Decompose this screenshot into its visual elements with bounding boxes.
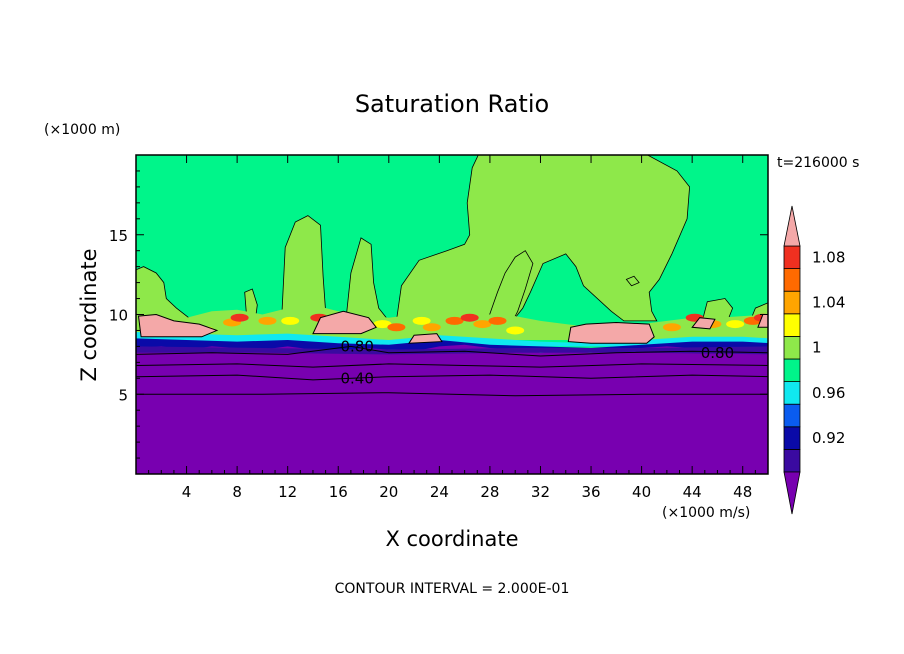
x-tick-label: 48 [733, 483, 752, 501]
colorbar-label: 0.96 [812, 384, 845, 402]
dry-region [136, 344, 768, 474]
colorbar-segment [783, 290, 801, 315]
x-axis-label: X coordinate [385, 527, 518, 551]
pink-core [757, 314, 768, 328]
chart-title: Saturation Ratio [355, 90, 549, 118]
supersaturation-patch [460, 313, 479, 322]
y-tick-label: 5 [118, 386, 128, 404]
pink-core [312, 310, 378, 335]
pink-core [408, 333, 443, 344]
contour-line [136, 363, 768, 368]
pink-core [567, 321, 655, 344]
colorbar-segment [783, 403, 801, 428]
x-tick-label: 4 [182, 483, 192, 501]
contour-line [136, 345, 768, 357]
contour-line [136, 374, 768, 381]
colorbar-over-arrow [783, 205, 801, 247]
colorbar-segment [783, 268, 801, 292]
supersaturation-patch [281, 316, 300, 325]
colorbar-label: 1 [812, 339, 822, 357]
colorbar-label: 1.08 [812, 248, 845, 266]
colorbar-label: 0.92 [812, 429, 845, 447]
y-axis-label: Z coordinate [77, 248, 101, 381]
contour-label: 0.80 [701, 344, 734, 362]
cloud-region [625, 275, 640, 287]
time-label: t=216000 s [777, 155, 859, 171]
x-tick-label: 32 [531, 483, 550, 501]
pink-core [137, 313, 219, 338]
supersaturation-patch [422, 323, 441, 332]
x-tick-label: 20 [379, 483, 398, 501]
colorbar-segment [783, 245, 801, 270]
x-tick-label: 24 [430, 483, 449, 501]
pink-core [691, 317, 716, 330]
y-tick-label: 15 [109, 227, 128, 245]
colorbar-under-arrow [783, 471, 801, 515]
cloud-region [395, 155, 691, 322]
x-unit-label: (×1000 m/s) [662, 505, 750, 521]
supersaturation-patch [506, 326, 525, 335]
supersaturation-patch [445, 316, 464, 325]
supersaturation-patch [726, 320, 745, 329]
colorbar-segment [783, 313, 801, 337]
plot-area: 0.80 0.80 0.40 [136, 155, 768, 474]
supersaturation-patch [387, 323, 406, 332]
contour-line [136, 392, 768, 397]
supersaturation-patch [662, 323, 681, 332]
supersaturation-patch [258, 316, 277, 325]
supersaturation-patch [412, 316, 431, 325]
colorbar-label: 1.04 [812, 294, 845, 312]
x-tick-label: 16 [329, 483, 348, 501]
contour-interval-footer: CONTOUR INTERVAL = 2.000E-01 [335, 581, 570, 597]
x-tick-label: 8 [232, 483, 242, 501]
colorbar-segment [783, 358, 801, 383]
x-tick-label: 40 [632, 483, 651, 501]
y-unit-label: (×1000 m) [44, 122, 120, 138]
y-tick-label: 10 [109, 307, 128, 325]
contour-label: 0.80 [340, 337, 373, 355]
colorbar-segment [783, 448, 801, 473]
colorbar-segment [783, 381, 801, 405]
supersaturation-patch [373, 320, 392, 329]
supersaturation-patch [488, 316, 507, 325]
colorbar-segment [783, 426, 801, 450]
x-tick-label: 36 [581, 483, 600, 501]
contour-label: 0.40 [340, 369, 373, 387]
x-tick-label: 12 [278, 483, 297, 501]
indigo-layer [136, 346, 768, 355]
colorbar-segment [783, 335, 801, 360]
supersaturation-patch [473, 320, 492, 329]
blue-layer [136, 338, 768, 350]
colorbar: 0.92 0.96 1 1.04 1.08 [783, 205, 845, 515]
x-tick-label: 28 [480, 483, 499, 501]
supersaturation-patch [230, 313, 249, 322]
x-tick-label: 44 [683, 483, 702, 501]
